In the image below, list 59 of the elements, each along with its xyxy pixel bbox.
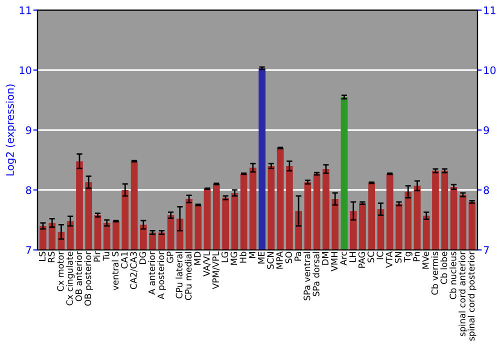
x-tick-label: SCN: [267, 252, 274, 269]
x-tick-label: Tg: [404, 252, 412, 262]
x-tick-label: IC: [376, 252, 384, 260]
x-tick-label: MD: [194, 252, 201, 265]
x-tick-label: VA/VL: [203, 251, 211, 276]
x-tick-label: SC: [368, 252, 374, 262]
x-tick-label: OB anterior: [75, 251, 82, 302]
x-tick-label: Pa: [294, 252, 302, 261]
x-tick-label: LH: [349, 252, 356, 262]
y-tick-label: 9: [26, 126, 32, 134]
x-tick-label: PAG: [358, 252, 366, 268]
x-tick-label: M: [248, 252, 256, 258]
x-tick-label: Tu: [102, 252, 110, 261]
x-tick-label: ME: [258, 252, 264, 264]
x-tick-label: SPa ventral: [303, 252, 310, 300]
y2-tick-label: 10: [484, 66, 496, 74]
x-tick-label: MVe: [422, 252, 429, 269]
x-tick-label: Cx cingulate: [66, 252, 75, 306]
x-tick-label: GP: [166, 252, 174, 263]
x-tick-label: SO: [285, 252, 292, 264]
x-tick-label: Arc: [340, 252, 347, 266]
x-tick-label: CA1: [121, 252, 128, 268]
x-tick-label: DM: [322, 252, 328, 265]
x-tick-label: CPu medial: [184, 252, 192, 300]
x-tick-label: RS: [48, 252, 55, 262]
x-tick-label: SN: [394, 252, 402, 263]
x-tick-label: LS: [38, 252, 46, 261]
x-tick-label: ventral S: [112, 252, 119, 290]
x-tick-label: Pir: [94, 251, 100, 262]
x-tick-label: spinal cord posterior: [468, 251, 476, 341]
x-tick-label: MPA: [276, 251, 283, 269]
y-tick-label: 10: [20, 66, 32, 74]
y-tick-label: 11: [20, 6, 31, 14]
x-tick-label: Cb vermis: [431, 252, 438, 295]
y2-tick-label: 8: [484, 186, 489, 194]
x-tick-label: VTA: [386, 251, 392, 268]
y2-tick-label: 9: [484, 126, 489, 134]
y2-tick-label: 11: [484, 6, 496, 14]
y-tick-label: 8: [26, 186, 32, 194]
x-tick-label: SPa dorsal: [312, 252, 320, 296]
y-tick-label: 7: [26, 246, 32, 254]
x-tick-label: Cb nucleus: [450, 252, 456, 300]
y2-tick-label: 7: [484, 246, 489, 254]
x-tick-label: LG: [221, 252, 228, 262]
x-tick-label: CA2/CA3: [130, 252, 138, 290]
x-tick-label: Pn: [413, 252, 420, 262]
y-axis-title: Log2 (expression): [6, 84, 16, 176]
x-tick-label: spinal cord anterior: [458, 251, 468, 336]
x-tick-label: VMH: [331, 252, 338, 272]
x-tick-label: A posterior: [157, 251, 166, 300]
x-tick-label: CPu lateral: [176, 252, 182, 298]
x-tick-label: A anterior: [148, 251, 156, 295]
x-tick-label: VPM/VPL: [212, 251, 220, 290]
x-tick-label: Hb: [240, 252, 246, 263]
x-tick-label: DG: [139, 252, 146, 264]
x-tick-label: Cx motor: [57, 251, 64, 292]
x-tick-label: Cb lobe: [440, 252, 448, 284]
x-tick-label: MG: [230, 252, 238, 265]
x-tick-label: OB posterior: [84, 251, 93, 306]
